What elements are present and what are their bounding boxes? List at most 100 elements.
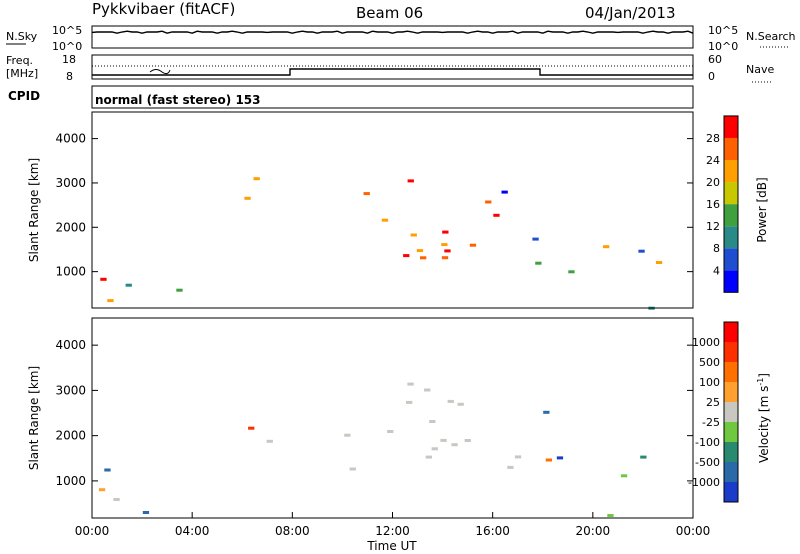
heatmap-cell: [457, 402, 464, 406]
heatmap-cell: [248, 426, 255, 430]
heatmap-cell: [568, 270, 575, 274]
heatmap-cell: [535, 261, 542, 265]
nsky-label: N.Sky: [6, 30, 38, 43]
y-tick-label: 2000: [55, 220, 86, 234]
colorbar-segment: [724, 342, 738, 362]
colorbar-tick-label: 4: [713, 264, 720, 277]
velocity-panel-frame: [91, 317, 694, 519]
y-tick-label: 1000: [55, 265, 86, 279]
colorbar-segment: [724, 382, 738, 402]
colorbar-segment: [724, 462, 738, 482]
heatmap-cell: [442, 230, 449, 234]
nave-label: Nave: [746, 63, 774, 76]
x-tick-label: 04:00: [175, 524, 210, 538]
heatmap-cell: [349, 467, 356, 471]
y-tick-label: 3000: [55, 383, 86, 397]
freq-squiggle: [149, 69, 171, 75]
colorbar-tick-label: 25: [706, 396, 720, 409]
velocity-panel: 1000 2000 3000 4000 00:00 04:00 08:00 12:00 16:…: [27, 317, 771, 553]
noise-strip-frame: [91, 25, 694, 49]
heatmap-cell: [543, 410, 550, 414]
y-tick-label: 4000: [55, 132, 86, 146]
heatmap-cell: [514, 455, 522, 459]
x-tick-label: 08:00: [275, 524, 310, 538]
heatmap-cell: [444, 249, 451, 253]
colorbar-segment: [724, 362, 738, 382]
heatmap-cell: [545, 458, 552, 462]
heatmap-cell: [381, 218, 389, 222]
heatmap-cell: [485, 200, 492, 204]
heatmap-cell: [410, 233, 417, 237]
heatmap-cell: [363, 192, 370, 196]
x-tick-label: 00:00: [75, 524, 110, 538]
heatmap-cell: [407, 179, 414, 183]
freq-top-tick: 18: [62, 53, 76, 66]
colorbar-segment: [724, 160, 738, 183]
heatmap-cell: [441, 256, 449, 260]
y-tick-label: 1000: [55, 474, 86, 488]
heatmap-cell: [125, 283, 132, 287]
heatmap-cell: [420, 256, 427, 260]
heatmap-cell: [113, 498, 120, 501]
colorbar-segment: [724, 322, 738, 342]
velocity-colorbar: 1000 500 100 25 -25 -100 -500 -1000: [688, 321, 739, 503]
heatmap-cell: [556, 456, 564, 460]
colorbar-tick-label: 20: [706, 176, 720, 189]
cpid-value: normal (fast stereo) 153: [95, 93, 261, 107]
power-ylabel: Slant Range [km]: [27, 158, 41, 262]
colorbar-segment: [724, 248, 738, 271]
velocity-heatmap: [98, 382, 647, 517]
heatmap-cell: [532, 237, 539, 241]
heatmap-cell: [104, 468, 111, 472]
y-tick-label: 3000: [55, 176, 86, 190]
heatmap-cell: [403, 254, 410, 258]
heatmap-cell: [655, 261, 663, 264]
colorbar-segment: [724, 182, 738, 205]
x-tick-label: 00:00: [676, 524, 711, 538]
colorbar-segment: [724, 115, 738, 138]
colorbar-tick-label: -500: [695, 456, 720, 469]
nsearch-bottom-tick: 10^0: [708, 40, 738, 53]
date-title: 04/Jan/2013: [585, 4, 676, 22]
colorbar-segment: [724, 442, 738, 462]
heatmap-cell: [266, 439, 273, 443]
colorbar-tick-label: 500: [699, 356, 720, 369]
heatmap-cell: [100, 277, 107, 281]
x-tick-label: 16:00: [475, 524, 510, 538]
power-heatmap: [100, 177, 663, 310]
heatmap-cell: [176, 288, 183, 292]
power-colorbar: 4 8 12 16 20 24 28: [706, 115, 739, 293]
y-tick-label: 2000: [55, 429, 86, 443]
colorbar-tick-label: 24: [706, 154, 720, 167]
freq-strip-frame: [91, 54, 694, 80]
heatmap-cell: [507, 465, 514, 469]
colorbar-tick-label: 12: [706, 220, 720, 233]
cpid-label: CPID: [8, 89, 40, 103]
nsky-top-tick: 10^5: [52, 24, 82, 37]
freq-bottom-tick: 8: [66, 70, 73, 83]
colorbar-segment: [724, 422, 738, 442]
nsearch-top-tick: 10^5: [708, 24, 738, 37]
freq-label-line2: [MHz]: [6, 67, 38, 80]
colorbar-frame: [723, 115, 739, 293]
heatmap-cell: [469, 243, 477, 247]
colorbar-tick-label: -25: [702, 416, 720, 429]
power-colorbar-label: Power [dB]: [755, 177, 769, 242]
heatmap-cell: [493, 213, 500, 217]
heatmap-cell: [142, 511, 150, 514]
colorbar-segment: [724, 270, 738, 293]
heatmap-cell: [640, 455, 647, 459]
nsky-bottom-tick: 10^0: [52, 40, 82, 53]
heatmap-cell: [440, 438, 447, 442]
x-tick-label: 12:00: [375, 524, 410, 538]
heatmap-cell: [447, 399, 454, 403]
heatmap-cell: [416, 249, 424, 253]
noise-strip: N.Sky 10^5 10^0 10^5 10^0 N.Search: [6, 24, 796, 53]
heatmap-cell: [244, 196, 251, 200]
colorbar-tick-label: 16: [706, 198, 720, 211]
heatmap-cell: [638, 249, 645, 253]
power-panel: 1000 2000 3000 4000 Slant Range [km] 4 8 12 16…: [27, 111, 769, 310]
heatmap-cell: [603, 245, 610, 249]
freq-label-line1: Freq.: [6, 54, 33, 67]
